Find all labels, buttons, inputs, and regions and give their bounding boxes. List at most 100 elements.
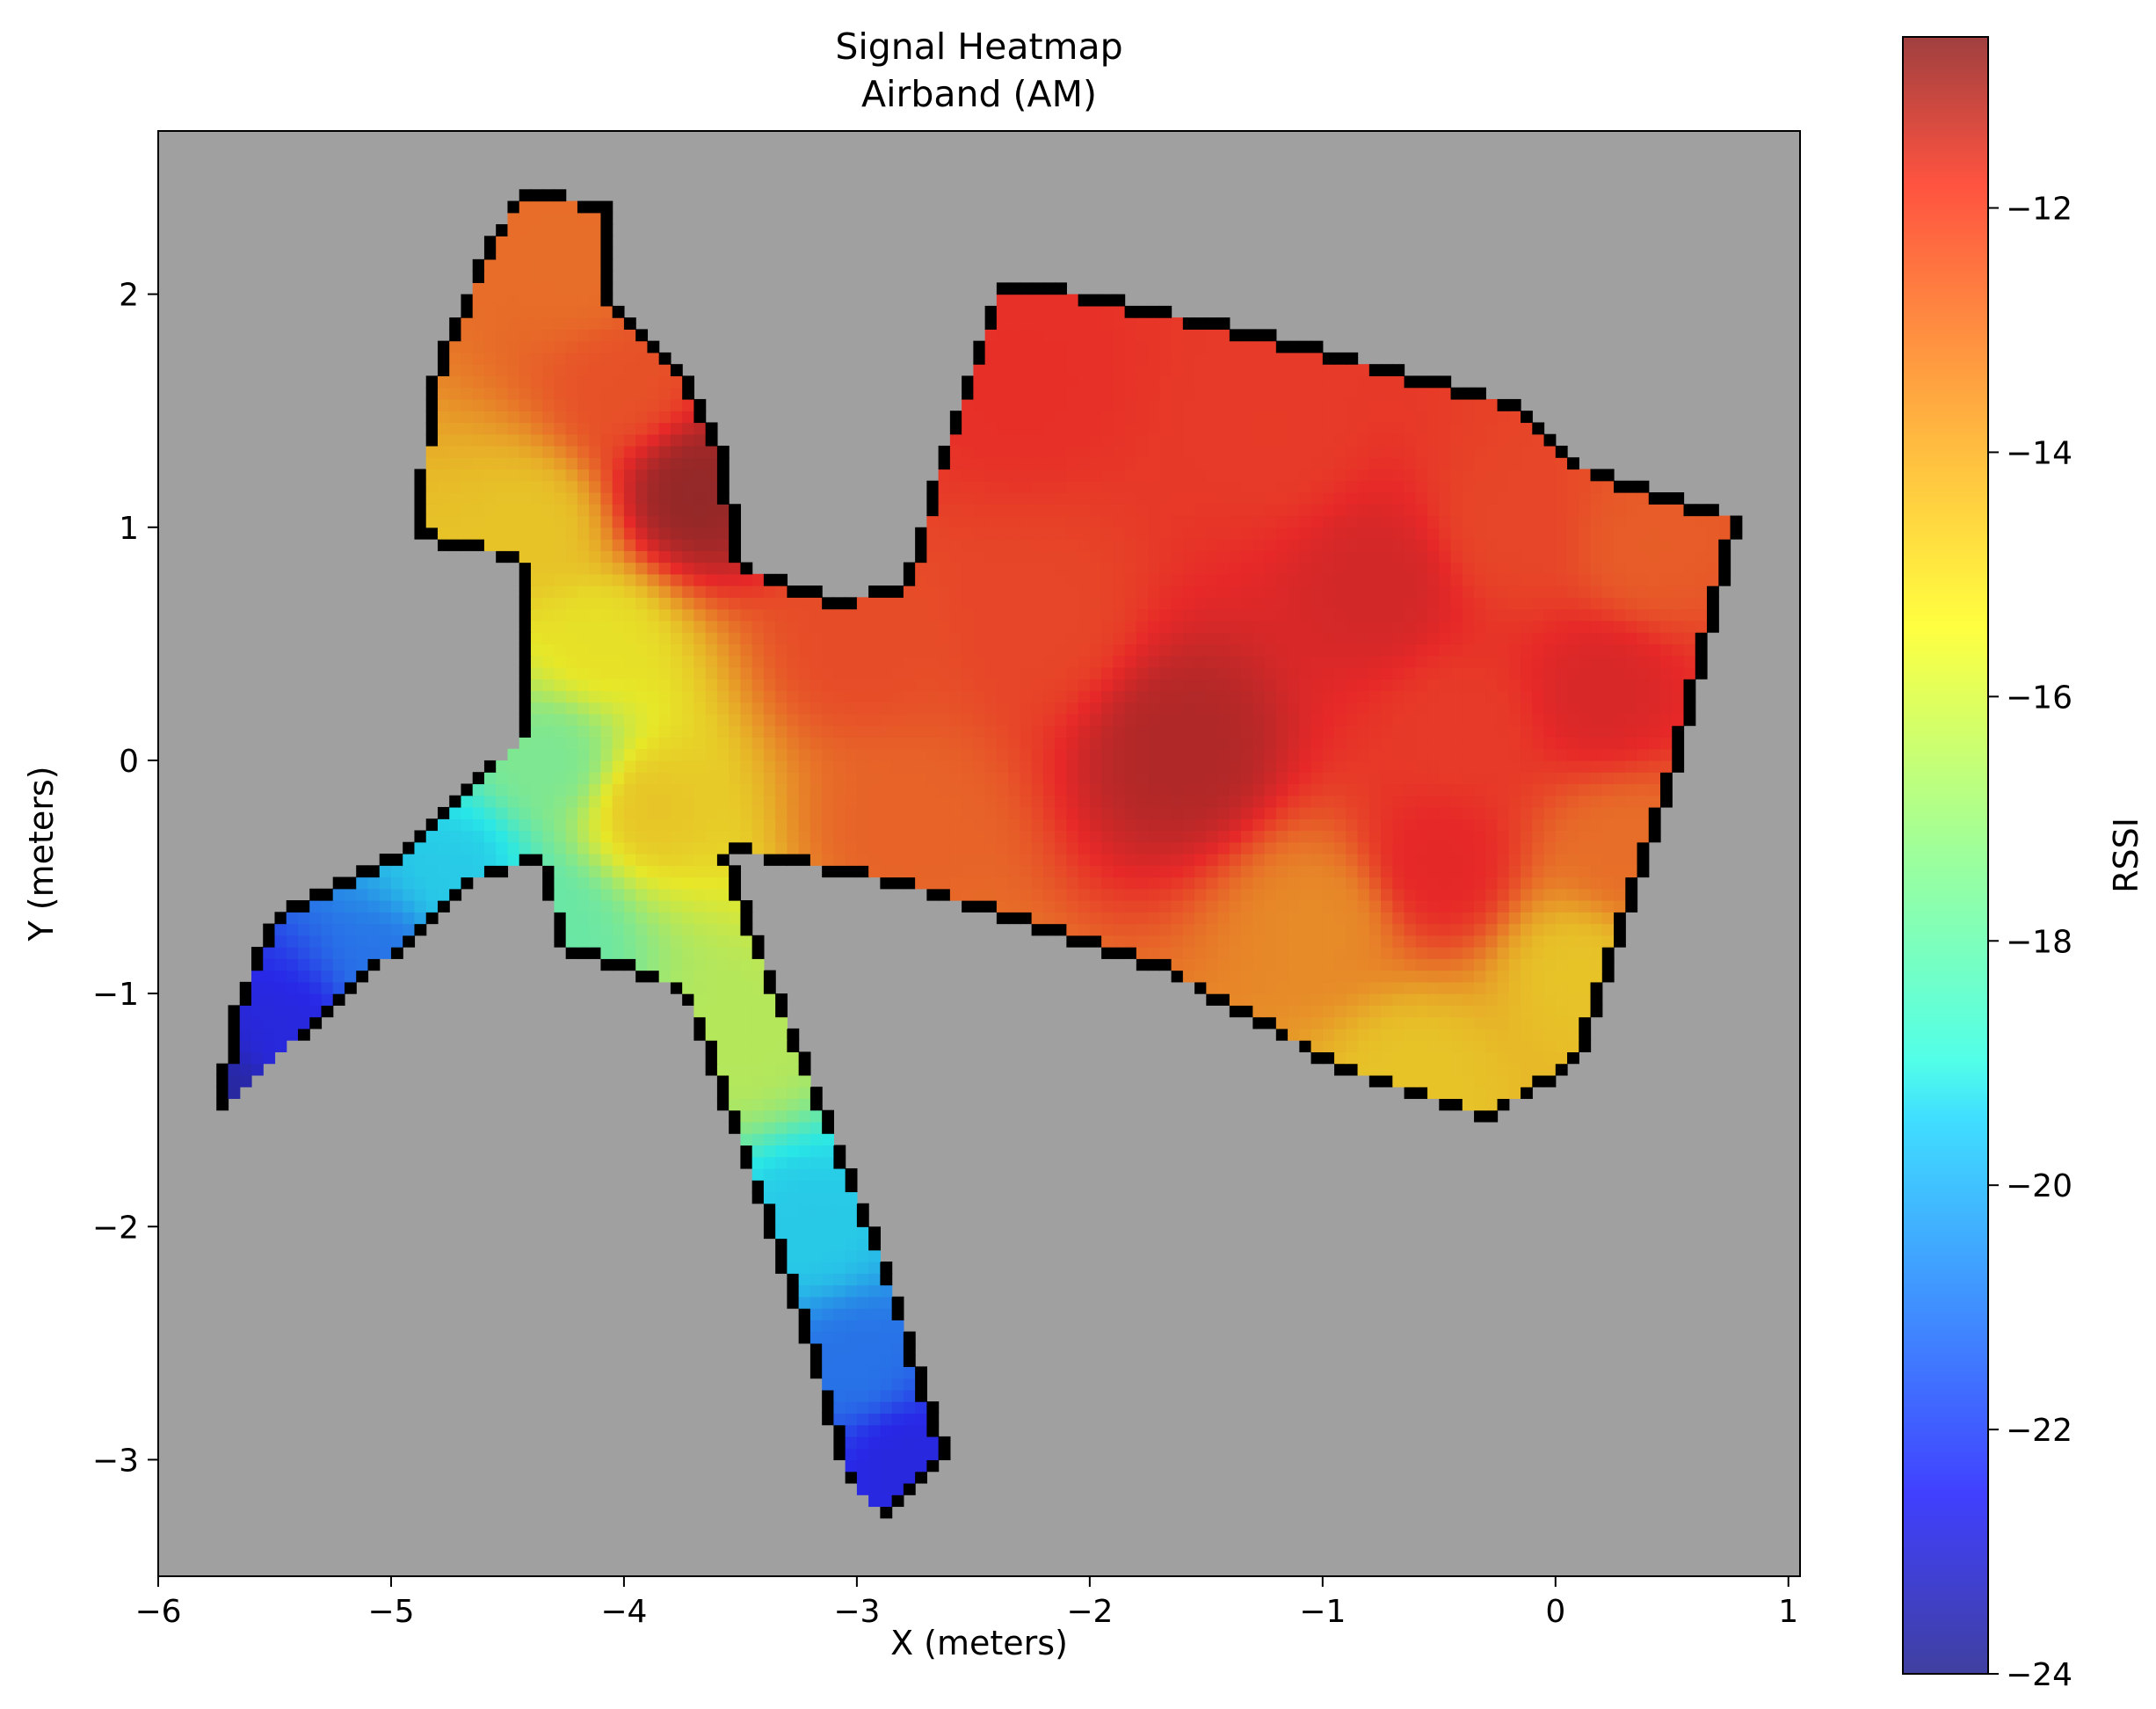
heat-cell [729, 1074, 742, 1087]
heat-cell [623, 841, 636, 854]
heat-cell [1089, 760, 1102, 773]
heat-cell [1368, 702, 1382, 715]
wall-cell [321, 1005, 334, 1018]
heat-cell [1672, 597, 1685, 610]
heat-cell [1299, 934, 1312, 948]
heat-cell [635, 504, 649, 517]
heat-cell [1194, 900, 1207, 913]
heat-cell [1078, 480, 1091, 493]
heat-cell [577, 830, 590, 843]
heat-cell [1346, 585, 1359, 598]
heat-cell [880, 632, 893, 644]
wall-cell [530, 854, 543, 866]
heat-cell [1404, 515, 1417, 528]
heat-cell [1194, 970, 1207, 983]
heat-cell [1055, 900, 1067, 913]
heat-cell [635, 806, 649, 819]
wall-cell [1555, 1063, 1568, 1076]
heat-cell [1008, 597, 1020, 610]
wall-cell [751, 947, 765, 959]
heat-cell [530, 748, 543, 761]
heat-cell [670, 562, 683, 575]
heat-cell [1497, 865, 1510, 878]
heat-cell [1381, 620, 1393, 633]
heat-cell [658, 725, 671, 738]
heat-cell [822, 737, 834, 750]
heat-cell [1695, 562, 1708, 575]
wall-cell [1601, 970, 1615, 983]
heat-cell [809, 830, 823, 843]
heat-cell [519, 818, 532, 832]
heat-cell [658, 854, 671, 866]
heat-cell [1439, 1051, 1452, 1065]
heat-cell [542, 841, 555, 854]
heat-cell [1264, 934, 1277, 948]
heat-cell [1113, 830, 1126, 843]
wall-cell [647, 970, 660, 983]
heat-cell [740, 1016, 753, 1029]
heat-cell [1136, 748, 1149, 761]
heat-cell [1543, 644, 1557, 657]
heat-cell [1066, 854, 1079, 866]
heat-cell [926, 644, 940, 657]
heat-cell [647, 900, 660, 913]
heat-cell [1660, 504, 1673, 517]
heat-cell [1241, 690, 1253, 703]
heat-cell [1241, 608, 1253, 622]
heat-cell [1264, 748, 1277, 761]
heat-cell [344, 900, 357, 913]
heat-cell [1683, 608, 1696, 622]
heat-cell [705, 457, 718, 470]
heat-cell [647, 666, 660, 680]
heat-cell [1392, 806, 1405, 819]
heat-cell [1497, 492, 1510, 505]
heat-cell [1381, 876, 1393, 890]
heat-cell [915, 737, 927, 750]
heat-cell [1625, 585, 1638, 598]
heat-cell [949, 702, 962, 715]
heat-cell [530, 725, 543, 738]
heat-cell [938, 504, 951, 517]
heat-cell [729, 713, 742, 726]
wall-cell [705, 1040, 718, 1052]
heat-cell [1543, 993, 1557, 1006]
heat-cell [1124, 702, 1137, 715]
heat-cell [1229, 876, 1242, 890]
heat-cell [1508, 876, 1521, 890]
wall-cell [228, 1028, 241, 1041]
heat-cell [1182, 480, 1195, 493]
heat-cell [1148, 934, 1160, 948]
heat-cell [1264, 912, 1277, 925]
heat-cell [658, 644, 671, 657]
heat-cell [1310, 469, 1324, 482]
heat-cell [507, 806, 520, 819]
heat-cell [1521, 876, 1533, 890]
heat-cell [1381, 666, 1393, 680]
heat-cell [1042, 900, 1056, 913]
heat-cell [1089, 900, 1102, 913]
heat-cell [891, 725, 904, 738]
heat-cell [1322, 597, 1335, 610]
heat-cell [1392, 830, 1405, 843]
heat-cell [1310, 480, 1324, 493]
heat-cell [1614, 632, 1626, 644]
heat-cell [705, 666, 718, 680]
heat-cell [1590, 713, 1603, 726]
heat-cell [787, 679, 800, 691]
wall-cell [809, 1098, 823, 1111]
wall-cell [763, 981, 776, 994]
heat-cell [1055, 702, 1067, 715]
heat-cell [775, 1145, 788, 1158]
heat-cell [1288, 748, 1300, 761]
heat-cell [809, 783, 823, 796]
heat-cell [1567, 597, 1579, 610]
wall-cell [1707, 504, 1719, 517]
heat-cell [926, 562, 940, 575]
heat-cell [1521, 970, 1533, 983]
heat-cell [1113, 702, 1126, 715]
heat-cell [1555, 934, 1568, 948]
wall-cell [461, 876, 474, 890]
heat-cell [1148, 772, 1160, 785]
heat-cell [1450, 573, 1463, 586]
heat-cell [1415, 632, 1428, 644]
